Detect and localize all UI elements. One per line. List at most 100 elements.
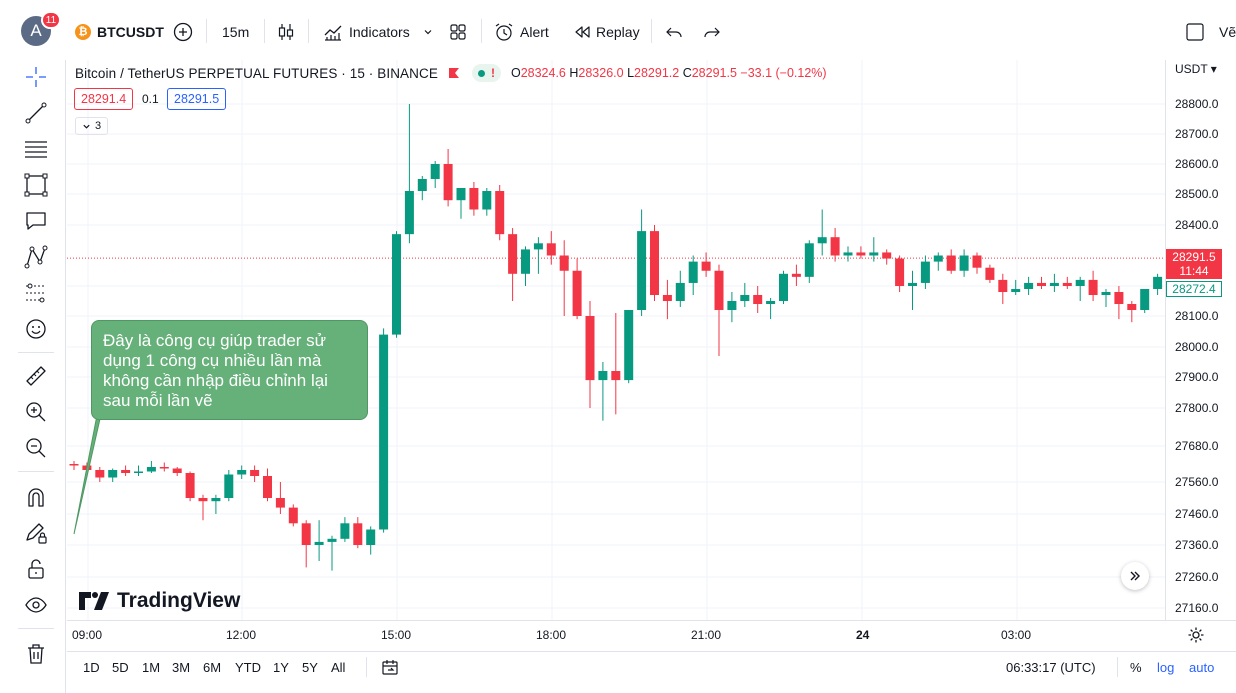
range-button-3m[interactable]: 3M (172, 660, 191, 675)
gear-icon (1188, 627, 1204, 643)
candle-body (559, 255, 569, 271)
candle-body (301, 523, 311, 545)
crosshair-icon (26, 67, 46, 87)
price-tick-label: 28100.0 (1175, 309, 1219, 323)
auto-scale-toggle[interactable]: auto (1189, 660, 1215, 675)
candle-body (908, 282, 917, 286)
chart-settings-button[interactable] (1187, 626, 1205, 649)
drawing-toolbar (0, 60, 66, 693)
log-scale-toggle[interactable]: log (1157, 660, 1175, 675)
price-scale[interactable] (1165, 60, 1236, 620)
compare-add-symbol-button[interactable] (172, 18, 194, 46)
magnet-mode-button[interactable] (22, 483, 50, 511)
candle-body (959, 255, 969, 271)
fib-tool[interactable] (22, 135, 50, 163)
measure-tool[interactable] (22, 362, 50, 390)
price-tick-label: 28500.0 (1175, 187, 1219, 201)
zoom-out-icon (26, 438, 46, 458)
shapes-tool[interactable] (22, 171, 50, 199)
icons-tool[interactable] (22, 315, 50, 343)
percent-scale-toggle[interactable]: % (1130, 660, 1142, 675)
candle-body (353, 523, 363, 545)
range-button-6m[interactable]: 6M (203, 660, 222, 675)
range-button-1m[interactable]: 1M (142, 660, 161, 675)
range-button-1d[interactable]: 1D (83, 660, 100, 675)
time-tick-label: 15:00 (381, 628, 412, 642)
candle-body (404, 191, 414, 235)
stay-in-drawing-mode-button[interactable] (22, 519, 50, 547)
candle-body (998, 279, 1008, 292)
go-to-date-button[interactable] (380, 657, 400, 682)
hide-drawings-button[interactable] (22, 591, 50, 619)
time-tick-label: 24 (856, 628, 870, 642)
low-value: 28291.2 (634, 66, 680, 80)
candle-body (69, 464, 79, 466)
market-status-badge[interactable]: ! (471, 64, 501, 82)
price-tick-label: 27680.0 (1175, 439, 1219, 453)
range-button-all[interactable]: All (331, 660, 346, 675)
high-key: H (569, 66, 579, 80)
grid-layout-icon (450, 24, 466, 40)
remove-drawings-button[interactable] (22, 640, 50, 668)
fullscreen-checkbox[interactable] (1185, 18, 1205, 46)
candle-body (134, 471, 143, 473)
symbol-search-button[interactable]: ₿ BTCUSDT (75, 18, 164, 46)
candle-body (933, 255, 943, 262)
currency-selector[interactable]: USDT ▾ (1175, 62, 1217, 76)
layouts-button[interactable] (448, 18, 468, 46)
candle-body (521, 249, 530, 274)
replay-button[interactable]: Replay (572, 18, 640, 46)
callout-pointer (73, 410, 103, 535)
callout-annotation[interactable]: Đây là công cụ giúp trader sử dụng 1 côn… (91, 320, 368, 420)
candle-body (1088, 279, 1098, 295)
range-button-1y[interactable]: 1Y (273, 660, 289, 675)
candle-body (469, 188, 479, 210)
interval-button[interactable]: 15m (222, 18, 249, 46)
time-axis[interactable] (67, 620, 1236, 650)
zoom-in-tool[interactable] (22, 398, 50, 426)
indicators-dropdown[interactable] (422, 18, 434, 46)
range-button-ytd[interactable]: YTD (235, 660, 261, 675)
zoom-out-tool[interactable] (22, 434, 50, 462)
warning-mark: ! (490, 66, 495, 80)
scroll-to-realtime-button[interactable] (1121, 562, 1149, 590)
high-value: 28326.0 (578, 66, 624, 80)
undo-button[interactable] (664, 18, 684, 46)
crosshair-tool[interactable] (22, 63, 50, 91)
candle-body (1062, 282, 1072, 286)
candle-body (1075, 279, 1085, 286)
alert-button[interactable]: Alert (493, 18, 549, 46)
annotation-tool[interactable] (22, 207, 50, 235)
prediction-tool[interactable] (22, 279, 50, 307)
candle-body (598, 371, 608, 381)
candlestick-chart[interactable] (67, 60, 1165, 620)
buy-price-button[interactable]: 28291.5 (167, 88, 227, 110)
bid-price-label: 28272.4 (1166, 281, 1222, 297)
candle-body (985, 267, 995, 280)
pencil-lock-icon (26, 523, 47, 544)
tradingview-logo: TradingView (79, 588, 240, 614)
candle-body (791, 273, 801, 277)
trend-line-tool[interactable] (22, 99, 50, 127)
trash-icon (28, 644, 44, 664)
indicators-collapse-button[interactable]: 3 (75, 117, 109, 135)
range-button-5d[interactable]: 5D (112, 660, 129, 675)
toolbar-separator (651, 19, 652, 43)
chart-type-button[interactable] (276, 18, 296, 46)
patterns-tool[interactable] (22, 243, 50, 271)
sell-price-button[interactable]: 28291.4 (74, 88, 134, 110)
toolbar-divider (18, 352, 54, 353)
lock-drawings-button[interactable] (22, 555, 50, 583)
callout-text: Đây là công cụ giúp trader sử dụng 1 côn… (103, 331, 328, 410)
symbol-description[interactable]: Bitcoin / TetherUS PERPETUAL FUTURES · 1… (75, 65, 438, 81)
range-button-5y[interactable]: 5Y (302, 660, 318, 675)
clock-timezone[interactable]: 06:33:17 (UTC) (1006, 660, 1096, 675)
candle-body (379, 334, 389, 530)
redo-button[interactable] (702, 18, 722, 46)
draw-menu-label[interactable]: Vẽ (1219, 24, 1236, 40)
change-value: −33.1 (−0.12%) (740, 66, 827, 80)
comment-icon (26, 212, 46, 230)
indicators-button[interactable]: Indicators (322, 18, 410, 46)
flag-icon[interactable] (448, 67, 460, 79)
candle-body (95, 470, 105, 478)
